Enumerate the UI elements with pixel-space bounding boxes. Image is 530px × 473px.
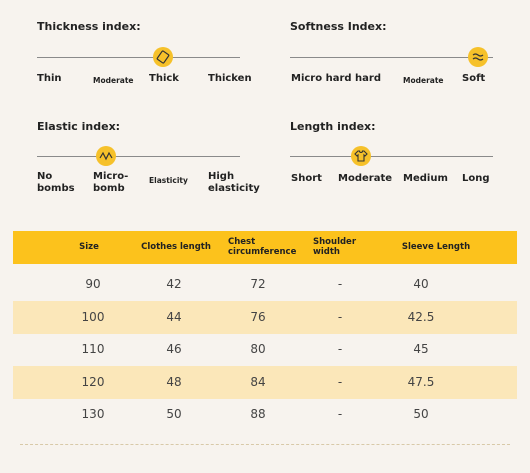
table-cell: 46 bbox=[166, 342, 182, 356]
scale-label: Thin bbox=[37, 73, 62, 84]
scale-label: Medium bbox=[403, 173, 448, 184]
table-row: 100 44 76 - 42.5 bbox=[13, 300, 517, 334]
indicator-icon bbox=[351, 146, 371, 166]
table-cell: 50 bbox=[166, 407, 182, 421]
table-cell: 90 bbox=[85, 277, 101, 291]
table-cell: 40 bbox=[413, 277, 429, 291]
table-row: 90 42 72 - 40 bbox=[13, 268, 517, 301]
table-cell: 42.5 bbox=[407, 309, 435, 324]
divider bbox=[20, 444, 510, 445]
table-cell: 48 bbox=[166, 374, 182, 389]
scale-label: Long bbox=[462, 173, 490, 184]
table-cell: 100 bbox=[81, 309, 105, 324]
header-cell: Sleeve Length bbox=[401, 242, 471, 252]
header-cell: Chest circumference bbox=[228, 237, 297, 257]
scale-label: Thick bbox=[149, 73, 179, 84]
table-cell: 50 bbox=[413, 407, 429, 421]
index-title: Length index: bbox=[290, 120, 376, 133]
table-cell: 110 bbox=[81, 342, 105, 356]
scale-line bbox=[37, 156, 240, 157]
table-cell: 42 bbox=[166, 277, 182, 291]
table-row: 120 48 84 - 47.5 bbox=[13, 365, 517, 399]
table-cell: - bbox=[337, 342, 343, 356]
table-cell: - bbox=[337, 374, 343, 389]
index-title: Elastic index: bbox=[37, 120, 121, 133]
table-cell: 88 bbox=[250, 407, 266, 421]
scale-label: Soft bbox=[462, 73, 486, 84]
scale-line bbox=[290, 156, 493, 157]
table-cell: 47.5 bbox=[407, 374, 435, 389]
header-cell: Size bbox=[79, 242, 99, 252]
scale-label: No bombs bbox=[37, 171, 75, 194]
indicator-icon bbox=[468, 47, 488, 67]
table-cell: 72 bbox=[250, 277, 266, 291]
table-cell: 80 bbox=[250, 342, 266, 356]
table-cell: 45 bbox=[413, 342, 429, 356]
scale-label: High elasticity bbox=[208, 171, 260, 194]
table-row: 110 46 80 - 45 bbox=[13, 333, 517, 366]
scale-label: Short bbox=[291, 173, 322, 184]
table-cell: - bbox=[337, 407, 343, 421]
header-cell: Shoulder width bbox=[313, 237, 357, 257]
header-cell: Clothes length bbox=[141, 242, 211, 252]
scale-line bbox=[290, 57, 493, 58]
table-cell: - bbox=[337, 309, 343, 324]
scale-line bbox=[37, 57, 240, 58]
indicator-icon bbox=[153, 47, 173, 67]
table-cell: 120 bbox=[81, 374, 105, 389]
scale-label: Moderate bbox=[403, 76, 444, 85]
index-title: Softness Index: bbox=[290, 20, 387, 33]
scale-label: Micro hard hard bbox=[291, 73, 381, 84]
table-cell: 76 bbox=[250, 309, 266, 324]
indicator-icon bbox=[96, 146, 116, 166]
table-cell: - bbox=[337, 277, 343, 291]
scale-label: Micro-bomb bbox=[93, 171, 129, 194]
table-cell: 44 bbox=[166, 309, 182, 324]
table-row: 130 50 88 - 50 bbox=[13, 398, 517, 431]
table-cell: 84 bbox=[250, 374, 266, 389]
scale-label: Elasticity bbox=[149, 176, 188, 185]
table-header: Size Clothes length Chest circumference … bbox=[13, 231, 517, 264]
scale-label: Moderate bbox=[93, 76, 134, 85]
table-cell: 130 bbox=[81, 407, 105, 421]
index-title: Thickness index: bbox=[37, 20, 141, 33]
scale-label: Moderate bbox=[338, 173, 393, 184]
scale-label: Thicken bbox=[208, 73, 252, 84]
